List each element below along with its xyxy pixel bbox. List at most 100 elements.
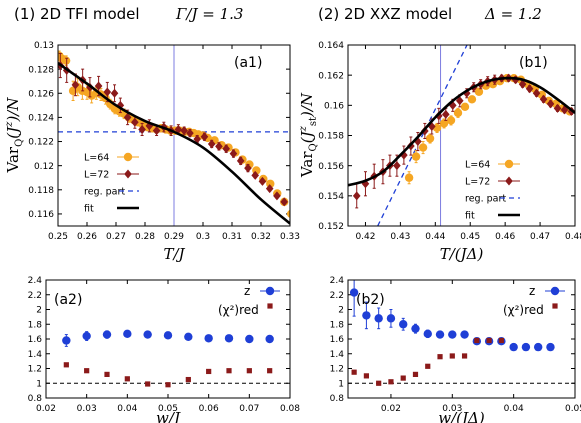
a1-ylabel: VarQ(Jz)/N (4, 97, 25, 174)
a2-legend-label: (χ²)red (218, 303, 259, 317)
b2-point-circle (448, 330, 457, 339)
b1-point-circle (460, 102, 470, 112)
b1-ytick-label: 0.164 (318, 41, 344, 51)
b2-legend-label: (χ²)red (503, 303, 544, 317)
a1-point-diamond (229, 149, 238, 159)
b2-point-square (449, 353, 455, 359)
a2-point-square (165, 382, 171, 388)
b1-xtick-label: 0.46 (495, 232, 515, 242)
a1-xtick-label: 0.27 (106, 232, 126, 242)
b1-point-circle (453, 108, 463, 118)
b1-point-circle (467, 95, 477, 104)
a1-point-diamond (244, 163, 252, 173)
b1-point-circle (474, 87, 484, 96)
a1-point-diamond (236, 156, 245, 166)
a1-legend-marker (124, 169, 132, 179)
a2-point-circle (143, 330, 152, 339)
a2-point-circle (245, 334, 254, 344)
header-right-label: (2) 2D XXZ model (318, 5, 452, 23)
a1-legend-label: L=64 (84, 153, 109, 164)
b2-point-circle (423, 329, 432, 339)
b2-ytick-label: 2.4 (330, 276, 345, 286)
b1-point-diamond (428, 121, 436, 131)
a1-point-diamond (200, 132, 209, 142)
a2-frame (45, 279, 291, 399)
a1-point-diamond (193, 134, 201, 144)
a1-point-diamond (123, 112, 132, 122)
a1-point-diamond (215, 141, 223, 151)
b2-xtick-label: 0.02 (381, 404, 401, 414)
b2-ytick-label: 1.6 (330, 335, 345, 345)
a2-point-circle (265, 334, 274, 344)
b1-xlabel: T/(JΔ) (440, 245, 484, 263)
a2-point-circle (82, 331, 91, 341)
a2-xtick-label: 0.04 (117, 404, 137, 414)
b1-legend-label: L=72 (465, 177, 490, 188)
header-left-param: Γ/J = 1.3 (175, 5, 243, 23)
b2-point-square (425, 363, 431, 369)
b1-ytick-label: 0.158 (318, 132, 344, 142)
b2-point-circle (546, 342, 555, 352)
a1-legend: L=64 L=72 reg. part fit (84, 153, 139, 215)
a2-xtick-label: 0.08 (280, 404, 300, 414)
b2-plot-area (348, 280, 575, 386)
a1-point-diamond (273, 191, 281, 201)
a2-point-circle (123, 329, 132, 339)
b2-frame (347, 279, 576, 399)
b1-point-diamond (361, 179, 370, 189)
a1-ytick-label: 0.116 (28, 210, 54, 220)
a1-xtick-label: 0.3 (196, 232, 210, 242)
panel-a1: 0.25 0.26 0.27 0.28 0.29 0.3 0.31 0.32 0.33 0.116… (28, 41, 300, 263)
a2-point-circle (224, 334, 234, 343)
b2-xtick-label: 0.04 (504, 404, 524, 414)
a1-xlabel: T/J (163, 245, 185, 263)
a2-xtick-label: 0.07 (239, 404, 259, 414)
a2-ytick-label: 1.2 (28, 365, 42, 375)
a2-ytick-label: 2.4 (28, 276, 43, 286)
a1-point-diamond (180, 126, 188, 136)
b1-point-circle (411, 152, 421, 161)
a1-xtick-label: 0.33 (280, 232, 300, 242)
b2-point-circle (362, 311, 371, 320)
a1-point-diamond (174, 124, 183, 134)
a2-ytick-label: 1.4 (28, 350, 43, 360)
b1-xtick-label: 0.47 (530, 232, 550, 242)
b2-point-circle (411, 324, 420, 333)
b1-legend: L=64 L=72 reg. part fit (465, 160, 520, 222)
b1-ytick-label: 0.156 (318, 162, 344, 172)
a1-ytick-label: 0.128 (28, 65, 54, 75)
b2-point-circle (533, 342, 543, 352)
b2-xtick-label: 0.03 (442, 404, 462, 414)
a2-point-square (145, 381, 151, 387)
a1-xtick-label: 0.26 (77, 232, 97, 242)
b1-point-diamond (539, 94, 548, 104)
a2-xlabel: w/J (156, 409, 181, 423)
b2-ytick-label: 1.4 (330, 350, 345, 360)
a1-point-diamond (207, 139, 216, 149)
a2-point-circle (163, 331, 173, 340)
a2-ytick-label: 1.6 (28, 335, 43, 345)
b1-point-diamond (441, 109, 450, 119)
a1-point-diamond (110, 88, 119, 98)
b2-legend-label: z (529, 284, 535, 298)
a1-legend-label: reg. part (84, 187, 125, 198)
b1-point-diamond (553, 103, 562, 113)
b1-ylabel: VarQ(Jzst)/N (298, 92, 319, 178)
a2-xtick-label: 0.02 (36, 404, 56, 414)
a1-point-diamond (280, 197, 288, 207)
b2-legend-marker (550, 286, 560, 296)
a2-ytick-label: 0.8 (28, 394, 43, 404)
a2-ytick-label: 2 (36, 306, 42, 316)
b2-xlabel: w/(JΔ) (438, 409, 485, 423)
a1-legend-marker (123, 152, 133, 162)
a1-plot-area (58, 45, 290, 226)
b2-point-circle (374, 314, 383, 323)
b1-legend-marker (504, 159, 514, 169)
a1-point-diamond (186, 128, 194, 138)
a1-point-diamond (138, 124, 146, 134)
b1-ytick-label: 0.16 (324, 102, 344, 112)
b2-point-square (461, 353, 468, 359)
b1-point-diamond (352, 191, 361, 201)
a2-panel-label: (a2) (54, 292, 82, 308)
